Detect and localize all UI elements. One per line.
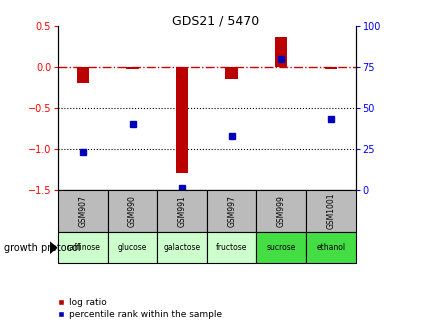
Text: GSM997: GSM997 [227,195,236,227]
Text: raffinose: raffinose [66,243,100,252]
FancyBboxPatch shape [108,232,157,263]
FancyBboxPatch shape [305,190,355,232]
FancyBboxPatch shape [58,232,108,263]
Text: galactose: galactose [163,243,200,252]
Bar [175,67,188,173]
Text: GDS21 / 5470: GDS21 / 5470 [172,15,258,28]
FancyBboxPatch shape [206,232,256,263]
Bar [77,67,89,83]
Bar [126,67,138,69]
Text: GSM999: GSM999 [276,195,285,227]
Polygon shape [49,242,56,253]
FancyBboxPatch shape [157,190,206,232]
Bar [225,67,237,79]
Bar [274,37,287,67]
Bar [324,67,336,69]
Text: fructose: fructose [215,243,247,252]
Text: ethanol: ethanol [316,243,344,252]
FancyBboxPatch shape [206,190,256,232]
Text: GSM907: GSM907 [78,195,87,227]
FancyBboxPatch shape [305,232,355,263]
FancyBboxPatch shape [256,190,305,232]
Text: GSM990: GSM990 [128,195,137,227]
Text: GSM991: GSM991 [177,195,186,227]
FancyBboxPatch shape [256,232,305,263]
Text: glucose: glucose [117,243,147,252]
Text: sucrose: sucrose [266,243,295,252]
Legend: log ratio, percentile rank within the sample: log ratio, percentile rank within the sa… [54,295,225,322]
FancyBboxPatch shape [157,232,206,263]
Text: growth protocol: growth protocol [4,243,81,253]
FancyBboxPatch shape [108,190,157,232]
FancyBboxPatch shape [58,190,108,232]
Text: GSM1001: GSM1001 [326,193,335,229]
